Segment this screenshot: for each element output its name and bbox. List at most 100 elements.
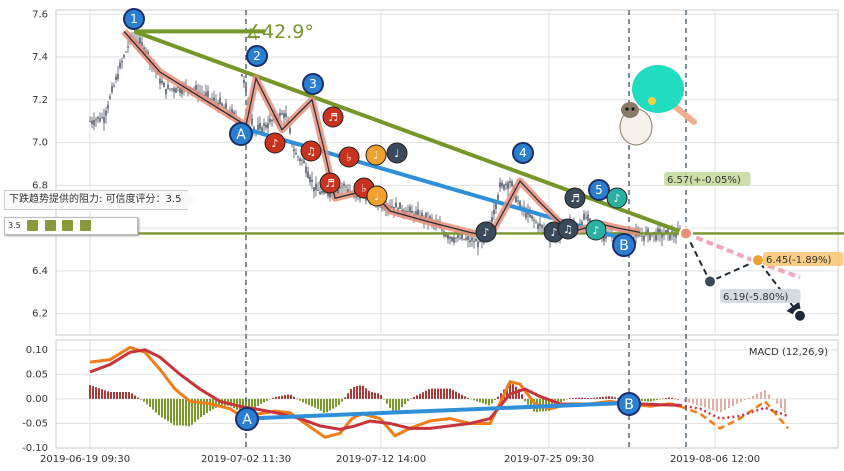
candle-body	[507, 182, 509, 189]
macd-tick-label: 0.10	[26, 345, 48, 356]
candle-body	[651, 234, 653, 236]
annotation-layer: ∠42.9° 6.57(+-0.05%) 6.45(-1.89%) 6.19(-5.8…	[56, 8, 844, 448]
macd-histogram-bar	[134, 395, 136, 399]
trend-angle-label: ∠42.9°	[245, 21, 314, 43]
candle-body	[429, 216, 431, 220]
music-note-icon	[338, 146, 360, 168]
candle-body	[125, 51, 127, 53]
macd-histogram-bar	[110, 392, 112, 399]
candle-body	[219, 97, 221, 105]
macd-histogram-bar	[416, 395, 418, 399]
x-tick-label: 2019-07-12 14:00	[336, 454, 426, 465]
projection-point	[793, 308, 807, 323]
candle-body	[537, 224, 539, 229]
candle-body	[499, 182, 501, 188]
projection-label: 6.57(+-0.05%)	[667, 175, 741, 186]
candle-body	[399, 202, 401, 209]
macd-histogram-bar	[356, 386, 358, 399]
macd-histogram-bar	[566, 398, 568, 400]
macd-histogram-bar	[359, 385, 361, 399]
macd-histogram-bar	[437, 388, 439, 399]
macd-histogram-projection	[728, 398, 730, 409]
macd-histogram-bar	[386, 398, 388, 404]
ping-pong-paddle-icon	[632, 65, 684, 113]
macd-histogram-bar	[344, 397, 346, 399]
macd-histogram-bar	[320, 398, 322, 411]
macd-channel-marker	[235, 407, 259, 431]
candle-body	[253, 127, 255, 130]
candle-body	[463, 239, 465, 241]
macd-histogram-bar	[308, 398, 310, 405]
candle-body	[509, 181, 511, 183]
music-note-glyph: ♩	[374, 190, 379, 203]
music-note-glyph: ♪	[550, 226, 557, 239]
macd-histogram-bar	[350, 389, 352, 399]
axes: 7.67.47.27.06.86.66.46.20.100.050.00-0.0…	[22, 9, 839, 465]
macd-histogram-bar	[368, 390, 370, 399]
channel-marker-label: B	[619, 238, 629, 254]
macd-histogram-bar	[413, 396, 415, 399]
wave-marker-label: 5	[595, 183, 603, 197]
macd-histogram-bar	[179, 398, 181, 426]
wave-marker-label: 4	[519, 146, 527, 160]
macd-histogram-bar	[419, 393, 421, 399]
candle-body	[675, 234, 677, 238]
macd-histogram-bar	[155, 398, 157, 413]
macd-histogram-projection	[740, 398, 742, 402]
macd-histogram-bar	[452, 390, 454, 399]
projection-label: 6.45(-1.89%)	[766, 255, 832, 266]
macd-histogram-projection	[724, 398, 726, 411]
music-note-icon	[585, 219, 607, 241]
macd-histogram-bar	[428, 389, 430, 399]
candle-body	[343, 183, 345, 186]
music-note-glyph: ♩	[394, 147, 399, 160]
candle-body	[669, 234, 671, 240]
price-tick-label: 7.4	[32, 52, 48, 63]
macd-histogram-bar	[578, 397, 580, 399]
macd-histogram-bar	[671, 397, 673, 399]
macd-histogram-bar	[125, 392, 127, 399]
macd-histogram-projection	[732, 398, 734, 406]
macd-histogram-bar	[353, 386, 355, 399]
macd-histogram-bar	[158, 398, 160, 416]
macd-histogram-bar	[656, 398, 658, 400]
candle-body	[667, 228, 669, 235]
candle-body	[95, 119, 97, 121]
candle-body	[173, 88, 175, 92]
candle-body	[165, 89, 167, 95]
candle-body	[295, 152, 297, 155]
candle-body	[473, 241, 475, 243]
macd-histogram-bar	[665, 398, 667, 399]
candle-body	[261, 127, 263, 133]
macd-histogram-projection	[756, 393, 758, 399]
wave-marker	[588, 179, 610, 201]
candle-body	[525, 212, 527, 218]
music-note-icon	[564, 187, 586, 209]
macd-histogram-bar	[131, 393, 133, 399]
macd-histogram-bar	[143, 398, 145, 402]
macd-histogram-bar	[461, 394, 463, 399]
macd-histogram-bar	[389, 398, 391, 409]
music-note-glyph: ♭	[361, 182, 366, 195]
macd-dea-projection	[679, 404, 789, 420]
candle-body	[113, 85, 115, 87]
candle-body	[103, 116, 105, 123]
music-note-glyph: ♬	[570, 192, 580, 205]
candle-body	[195, 85, 197, 91]
macd-histogram-projection	[720, 398, 722, 413]
angle-arc	[249, 27, 257, 41]
music-note-glyph: ♪	[613, 192, 620, 205]
macd-histogram-bar	[584, 397, 586, 399]
music-note-icon	[386, 142, 408, 164]
candle-body	[243, 79, 245, 84]
macd-histogram-bar	[266, 398, 268, 401]
paddle-handle	[669, 101, 697, 125]
macd-histogram-bar	[506, 385, 508, 399]
candle-body	[231, 109, 233, 115]
macd-histogram-bar	[335, 398, 337, 407]
macd-histogram-bar	[473, 398, 475, 401]
channel-marker-label: A	[236, 127, 246, 143]
macd-histogram-projection	[708, 398, 710, 409]
projection-line	[685, 232, 803, 319]
macd-histogram-bar	[440, 388, 442, 399]
